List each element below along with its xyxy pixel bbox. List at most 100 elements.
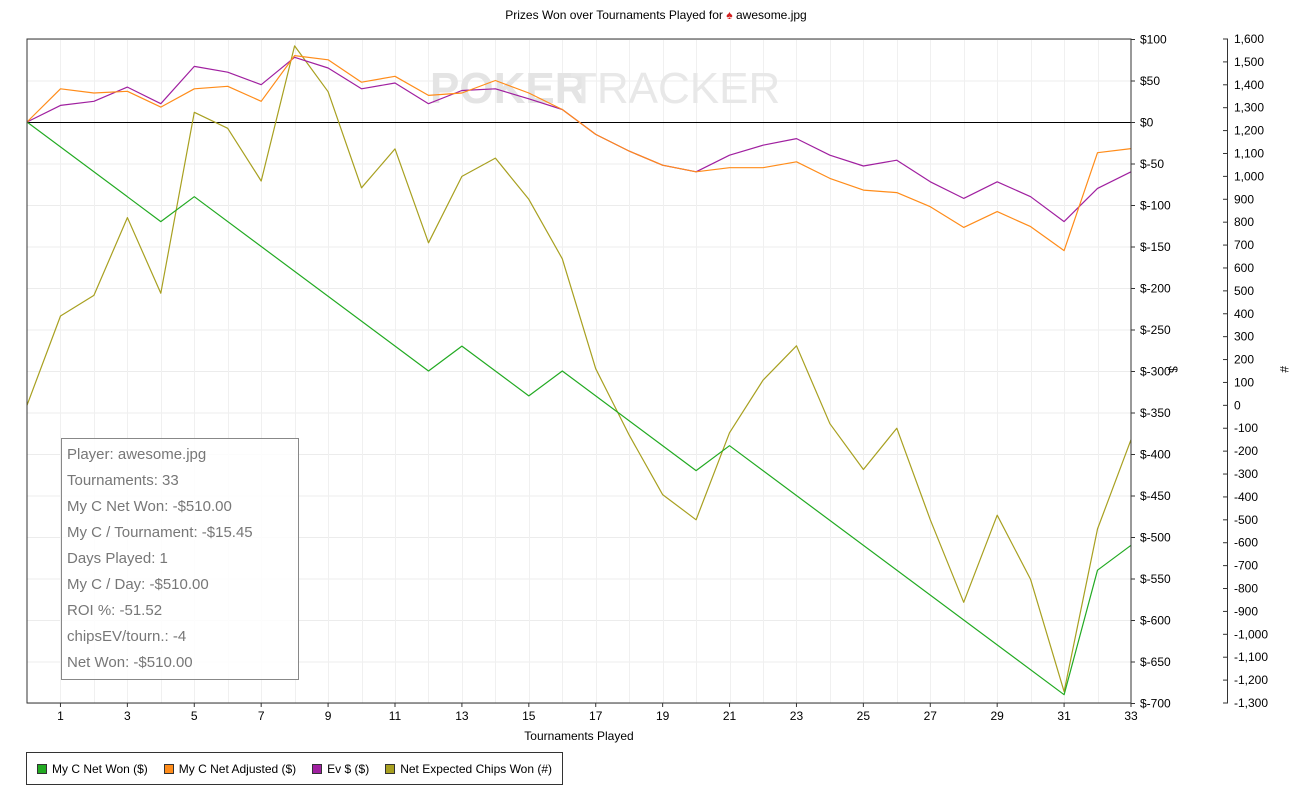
y-tick-label-right: 200 [1234,353,1254,367]
svg-text:TRACKER: TRACKER [570,64,780,113]
y-tick-label-right: 300 [1234,330,1254,344]
y-tick-label-left: $-250 [1140,323,1171,337]
legend: My C Net Won ($) My C Net Adjusted ($) E… [26,752,564,785]
title-prefix: Prizes Won over Tournaments Played for [505,8,723,22]
y-tick-label-right: -1,000 [1234,627,1268,641]
x-tick-label: 3 [124,709,131,723]
y-tick-label-right: 1,500 [1234,55,1264,69]
legend-item-ev[interactable]: Ev $ ($) [312,762,369,776]
title-player: awesome.jpg [736,8,807,22]
svg-text:POKER: POKER [430,64,586,113]
y-tick-label-right: 1,300 [1234,101,1264,115]
y-tick-label-right: -600 [1234,536,1258,550]
y-tick-label-right: 1,100 [1234,146,1264,160]
y-tick-label-right: 100 [1234,375,1254,389]
x-tick-label: 15 [522,709,536,723]
y-tick-label-left: $-300 [1140,365,1171,379]
x-tick-label: 21 [723,709,737,723]
x-tick-label: 13 [455,709,469,723]
y-tick-label-right: 800 [1234,215,1254,229]
x-tick-label: 31 [1057,709,1071,723]
y-axis-label-left: $ [1166,366,1180,373]
y-tick-label-right: 600 [1234,261,1254,275]
y-tick-label-left: $50 [1140,74,1160,88]
y-tick-label-right: 0 [1234,398,1241,412]
legend-item-net-won[interactable]: My C Net Won ($) [37,762,148,776]
x-tick-label: 17 [589,709,603,723]
legend-item-chips[interactable]: Net Expected Chips Won (#) [385,762,552,776]
x-tick-label: 27 [924,709,938,723]
y-tick-label-left: $-350 [1140,406,1171,420]
y-tick-label-left: $-550 [1140,572,1171,586]
y-axis-label-right: # [1277,366,1291,373]
legend-swatch [163,763,174,774]
x-tick-label: 11 [389,709,402,723]
y-tick-label-right: 700 [1234,238,1254,252]
y-tick-label-right: 500 [1234,284,1254,298]
y-tick-label-right: -900 [1234,604,1258,618]
legend-item-net-adjusted[interactable]: My C Net Adjusted ($) [163,761,297,776]
y-tick-label-left: $-200 [1140,282,1171,296]
y-tick-label-right: -300 [1234,467,1258,481]
y-tick-label-right: 400 [1234,307,1254,321]
x-tick-label: 1 [57,709,64,723]
y-tick-label-left: $-700 [1140,697,1171,711]
y-tick-label-right: -400 [1234,490,1258,504]
series-lines [26,45,1132,696]
y-tick-label-right: 1,600 [1234,32,1264,46]
legend-swatch [385,763,396,774]
y-tick-label-left: $-400 [1140,448,1171,462]
watermark: POKER TRACKER [430,64,780,113]
stat-player: Player: awesome.jpg [67,446,207,463]
stats-box: Player: awesome.jpg Tournaments: 33 My C… [61,438,299,680]
stat-roi: ROI %: -51.52 [67,602,163,619]
stat-per-tournament: My C / Tournament: -$15.45 [67,524,253,541]
y-tick-label-right: -500 [1234,513,1258,527]
y-tick-label-right: -100 [1234,421,1258,435]
series-line-3 [26,45,1132,693]
y-tick-label-left: $100 [1140,33,1167,47]
y-tick-label-left: $-500 [1140,531,1171,545]
x-tick-label: 19 [656,709,670,723]
chart-title: Prizes Won over Tournaments Played for ♠… [0,8,1312,22]
stat-net-won: Net Won: -$510.00 [67,654,193,671]
y-tick-label-left: $0 [1140,116,1154,130]
x-axis-label: Tournaments Played [524,729,634,743]
x-tick-label: 23 [790,709,804,723]
y-tick-label-right: 1,400 [1234,78,1264,92]
y-tick-label-right: -200 [1234,444,1258,458]
stat-per-day: My C / Day: -$510.00 [67,576,209,593]
y-tick-label-right: -800 [1234,582,1258,596]
series-line-0 [26,121,1132,696]
y-tick-label-left: $-50 [1140,157,1164,171]
series-line-1 [26,54,1132,252]
y-tick-label-left: $-450 [1140,489,1171,503]
legend-swatch [312,763,323,774]
legend-label: Net Expected Chips Won (#) [400,761,553,776]
x-tick-label: 33 [1124,709,1138,723]
y-tick-label-right: 900 [1234,192,1254,206]
x-tick-label: 7 [258,709,265,723]
y-tick-label-right: -1,200 [1234,673,1268,687]
y-tick-label-left: $-600 [1140,614,1171,628]
y-tick-label-right: -1,300 [1234,696,1268,710]
axes: $100$50$0$-50$-100$-150$-200$-250$-300$-… [57,32,1268,723]
y-tick-label-right: -700 [1234,559,1258,573]
y-tick-label-left: $-150 [1140,240,1171,254]
spade-icon: ♠ [726,8,733,22]
legend-label: My C Net Won ($) [52,761,148,776]
x-tick-label: 25 [857,709,871,723]
stat-chips-ev: chipsEV/tourn.: -4 [67,628,187,645]
x-tick-label: 9 [325,709,332,723]
stat-days-played: Days Played: 1 [67,550,168,567]
stat-net-won-c: My C Net Won: -$510.00 [67,498,232,515]
x-tick-label: 29 [991,709,1005,723]
y-tick-label-left: $-650 [1140,655,1171,669]
x-tick-label: 5 [191,709,198,723]
legend-label: My C Net Adjusted ($) [178,761,297,776]
y-tick-label-right: -1,100 [1234,650,1268,664]
y-tick-label-right: 1,000 [1234,169,1264,183]
y-tick-label-left: $-100 [1140,199,1171,213]
legend-label: Ev $ ($) [327,761,370,776]
stat-tournaments: Tournaments: 33 [67,472,179,489]
